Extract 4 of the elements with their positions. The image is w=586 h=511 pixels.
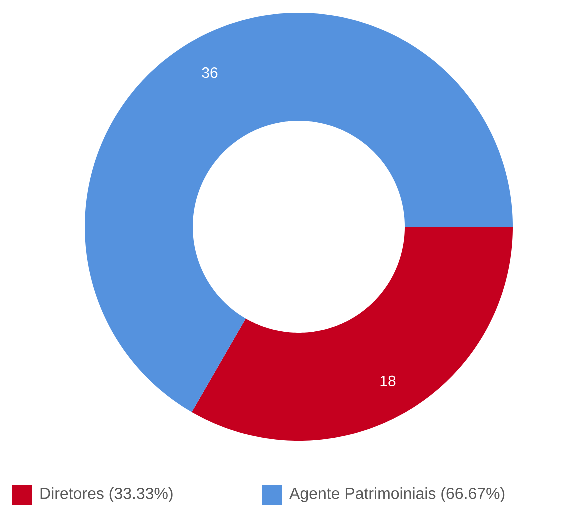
legend-label: Agente Patrimoiniais (66.67%): [290, 488, 505, 502]
legend-label: Diretores (33.33%): [40, 488, 173, 502]
data-label: 36: [202, 68, 218, 78]
data-label: 18: [380, 376, 396, 386]
